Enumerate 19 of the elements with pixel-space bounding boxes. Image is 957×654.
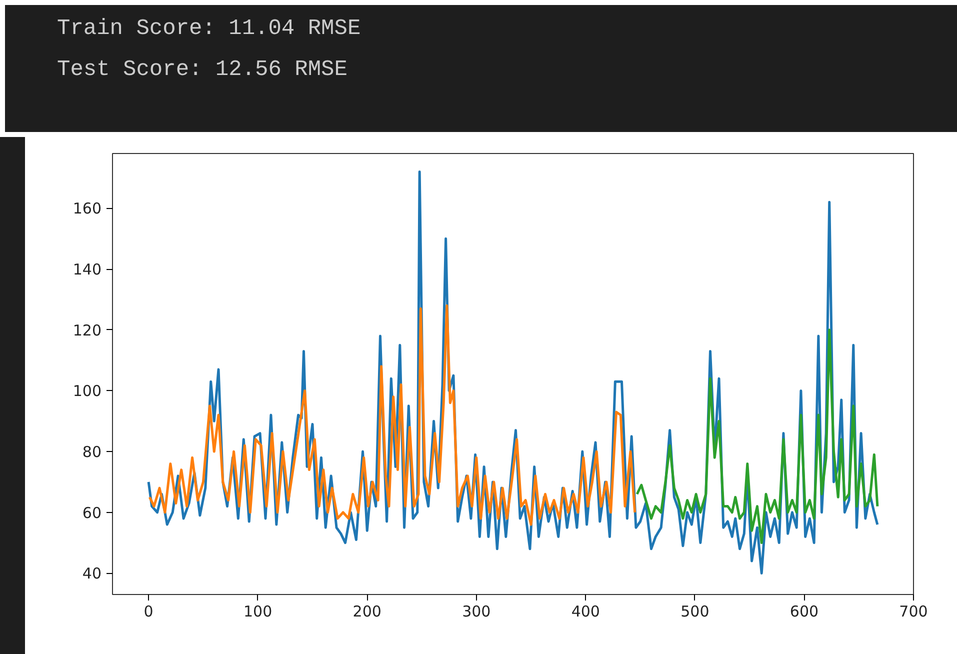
y-tick-label: 80 bbox=[82, 443, 102, 462]
x-tick-label: 500 bbox=[680, 602, 710, 620]
x-tick-label: 700 bbox=[899, 602, 928, 620]
annotation: Train Score: 11.04 RMSE bbox=[57, 15, 361, 43]
y-tick-label: 40 bbox=[82, 564, 102, 583]
y-tick-label: 120 bbox=[72, 321, 102, 340]
annotation: Test Score: 12.56 RMSE bbox=[57, 56, 348, 84]
x-tick-label: 0 bbox=[144, 602, 154, 620]
x-tick-label: 100 bbox=[244, 602, 272, 620]
x-tick-label: 200 bbox=[352, 602, 382, 620]
x-tick-label: 400 bbox=[571, 602, 600, 620]
x-tick-label: 600 bbox=[790, 602, 819, 620]
line-series bbox=[636, 328, 879, 544]
x-tick-label: 300 bbox=[462, 602, 491, 620]
y-tick-label: 60 bbox=[82, 504, 102, 522]
line-series bbox=[148, 304, 636, 526]
y-tick-label: 160 bbox=[72, 200, 102, 218]
y-tick-label: 100 bbox=[72, 382, 102, 400]
y-tick-label: 140 bbox=[72, 260, 102, 279]
